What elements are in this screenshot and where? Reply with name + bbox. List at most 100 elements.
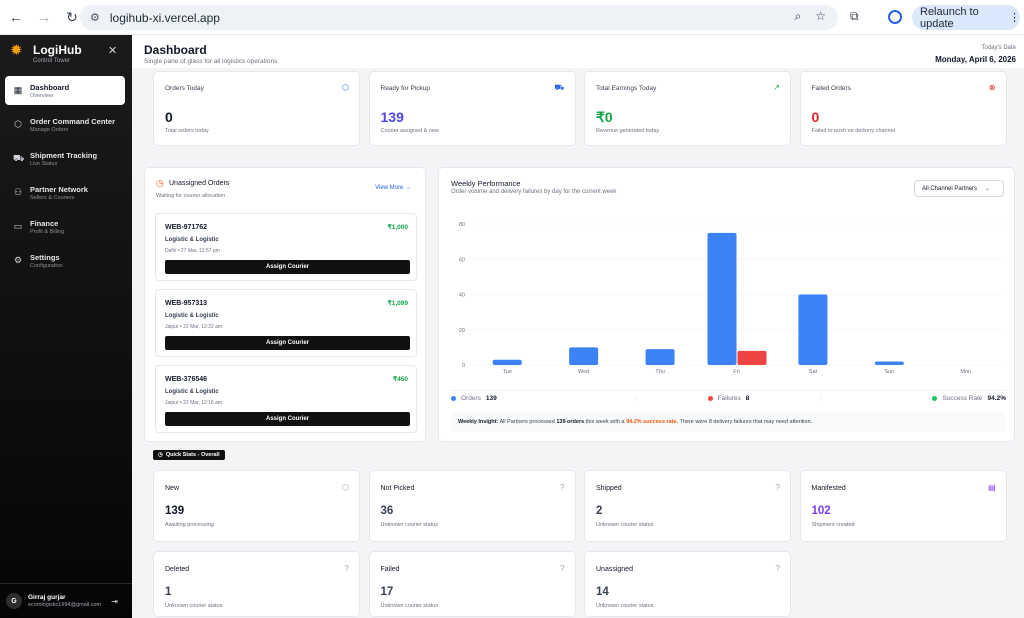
- quick-stat-value: 36: [380, 505, 394, 517]
- x-tick-label: Mon: [960, 369, 971, 375]
- quick-stat-card: Not Picked ? 36 Unknown courier status: [368, 470, 576, 542]
- forward-icon[interactable]: →: [37, 9, 51, 25]
- order-meta: Jaipur • 22 Mar, 12:16 am: [165, 400, 223, 406]
- help-circle-icon: ?: [560, 564, 565, 573]
- order-item: WEB-376546 ₹450 Logistic & Logistic Jaip…: [155, 365, 417, 433]
- back-icon[interactable]: ←: [9, 9, 23, 25]
- stat-title: Total Earnings Today: [596, 85, 657, 92]
- y-tick-label: 60: [459, 257, 465, 263]
- quick-stat-title: Not Picked: [380, 485, 415, 492]
- assign-courier-button[interactable]: Assign Courier: [165, 412, 410, 426]
- sidebar-item-label: Order Command Center: [30, 116, 116, 126]
- partner-filter-select[interactable]: All Channel Partners ⌄: [914, 180, 1004, 197]
- orders-bar[interactable]: [798, 294, 828, 366]
- extensions-icon[interactable]: ⧉: [850, 9, 859, 23]
- site-info-icon[interactable]: ⚙: [90, 12, 100, 24]
- failures-bar[interactable]: [737, 350, 767, 365]
- order-meta: Jaipur • 22 Mar, 12:32 am: [165, 324, 223, 330]
- sidebar-item-finance[interactable]: ▭ Finance Profit & Billing: [5, 212, 125, 241]
- order-amount: ₹1,099: [387, 300, 408, 307]
- order-id: WEB-957313: [165, 300, 208, 307]
- gear-icon: ⚙: [13, 255, 23, 265]
- reload-icon[interactable]: ↻: [66, 8, 78, 25]
- y-tick-label: 80: [459, 222, 465, 228]
- sidebar-item-sub: Live Status: [30, 160, 58, 167]
- close-sidebar-icon[interactable]: ✕: [108, 45, 118, 57]
- quick-stat-card: New ⬡ 139 Awaiting processing: [153, 470, 360, 542]
- assign-courier-button[interactable]: Assign Courier: [165, 260, 410, 274]
- orders-bar[interactable]: [569, 347, 599, 365]
- view-more-label: View More: [375, 185, 404, 191]
- stat-value: 139: [380, 109, 404, 125]
- stat-card: Total Earnings Today ↗ ₹0 Revenue genera…: [584, 71, 791, 146]
- orders-bar[interactable]: [645, 349, 675, 365]
- order-amount: ₹1,000: [387, 224, 408, 231]
- unassigned-subtitle: Waiting for courier allocation: [156, 193, 226, 199]
- zoom-icon[interactable]: ⌕: [794, 9, 802, 23]
- sidebar-item-dashboard[interactable]: ▦ Dashboard Overview: [5, 76, 125, 105]
- sidebar-item-sub: Sellers & Couriers: [30, 194, 75, 201]
- unassigned-orders-card: ◷ Unassigned Orders Waiting for courier …: [144, 167, 426, 442]
- truck-icon: ⛟: [13, 152, 25, 163]
- stat-value: 0: [811, 109, 820, 125]
- failures-dot: [707, 396, 713, 401]
- insight-text-3: There were 8 delivery failures that may …: [678, 419, 813, 425]
- orders-bar[interactable]: [707, 232, 737, 365]
- address-bar[interactable]: ⚙ logihub-xi.vercel.app ⌕ ☆: [80, 5, 838, 30]
- brand: ✹ LogiHub Control Tower: [10, 43, 82, 65]
- sidebar-item-label: Finance: [30, 218, 59, 228]
- user-profile[interactable]: G Girraj gurjar ecomlogistic1994@gmail.c…: [0, 583, 132, 618]
- success-legend-label: Success Rate: [942, 395, 983, 402]
- orders-bar[interactable]: [874, 361, 904, 365]
- quick-stat-card: Unassigned ? 14 Unknown courier status: [584, 551, 791, 617]
- help-circle-icon: ?: [775, 564, 780, 573]
- page-title: Dashboard: [144, 43, 207, 57]
- assign-courier-button[interactable]: Assign Courier: [165, 336, 410, 350]
- sidebar-item-settings[interactable]: ⚙ Settings Configuration: [5, 246, 125, 275]
- quick-stats-badge: ◷ Quick Stats - Overall: [153, 450, 225, 460]
- page-subtitle: Single pane of glass for all logistics o…: [144, 58, 278, 65]
- quick-stat-desc: Unknown courier status: [596, 522, 654, 528]
- order-meta: Delhi • 27 Mar, 12:57 pm: [165, 248, 220, 254]
- sidebar-item-label: Shipment Tracking: [30, 150, 98, 160]
- sidebar-item-order-command-center[interactable]: ⬡ Order Command Center Manage Orders: [5, 110, 125, 139]
- sidebar-item-label: Settings: [30, 252, 60, 262]
- brand-name: LogiHub: [33, 43, 82, 57]
- insight-rate: 94.2% success rate.: [626, 419, 679, 425]
- sidebar: ✹ LogiHub Control Tower ✕ ▦ Dashboard Ov…: [0, 35, 132, 618]
- quick-stat-title: Shipped: [596, 485, 622, 492]
- sidebar-item-partner-network[interactable]: ⚇ Partner Network Sellers & Couriers: [5, 178, 125, 207]
- clock-icon: ◷: [156, 178, 164, 188]
- quick-stat-value: 2: [596, 505, 603, 517]
- insight-text-1: All Partners processed: [498, 419, 557, 425]
- chevron-down-icon: ⌄: [985, 186, 991, 192]
- avatar: G: [6, 593, 22, 609]
- brand-subtitle: Control Tower: [33, 58, 70, 64]
- view-more-link[interactable]: View More →: [375, 185, 411, 191]
- orders-bar[interactable]: [492, 359, 522, 365]
- quick-stat-value: 17: [380, 586, 394, 598]
- x-circle-icon: ⊗: [988, 83, 996, 92]
- quick-stat-value: 102: [811, 505, 831, 517]
- quick-stat-value: 1: [165, 586, 172, 598]
- help-circle-icon: ?: [344, 564, 349, 573]
- x-tick-label: Sun: [884, 369, 894, 375]
- quick-stat-card: Failed ? 17 Unknown courier status: [368, 551, 576, 617]
- order-partner: Logistic & Logistic: [165, 237, 219, 243]
- clock-icon: ◷: [158, 452, 163, 458]
- stat-value: ₹0: [596, 109, 613, 125]
- x-tick-label: Sat: [809, 369, 818, 375]
- box-icon: ⬡: [14, 119, 22, 129]
- sidebar-item-sub: Configuration: [30, 262, 63, 269]
- order-amount: ₹450: [393, 376, 408, 383]
- quick-stat-desc: Unknown courier status: [380, 522, 438, 528]
- stat-title: Failed Orders: [811, 85, 851, 92]
- browser-toolbar: ← → ↻ ⚙ logihub-xi.vercel.app ⌕ ☆ ⧉ Rela…: [0, 0, 1024, 35]
- profile-icon[interactable]: [888, 10, 902, 24]
- bookmark-star-icon[interactable]: ☆: [815, 9, 826, 23]
- sidebar-item-shipment-tracking[interactable]: ⛟ Shipment Tracking Live Status: [5, 144, 125, 173]
- box-icon: ⬡: [342, 483, 349, 492]
- relaunch-button[interactable]: Relaunch to update ⋮: [912, 5, 1020, 30]
- logout-icon[interactable]: ⇥: [111, 596, 118, 606]
- quick-stat-title: New: [165, 485, 180, 492]
